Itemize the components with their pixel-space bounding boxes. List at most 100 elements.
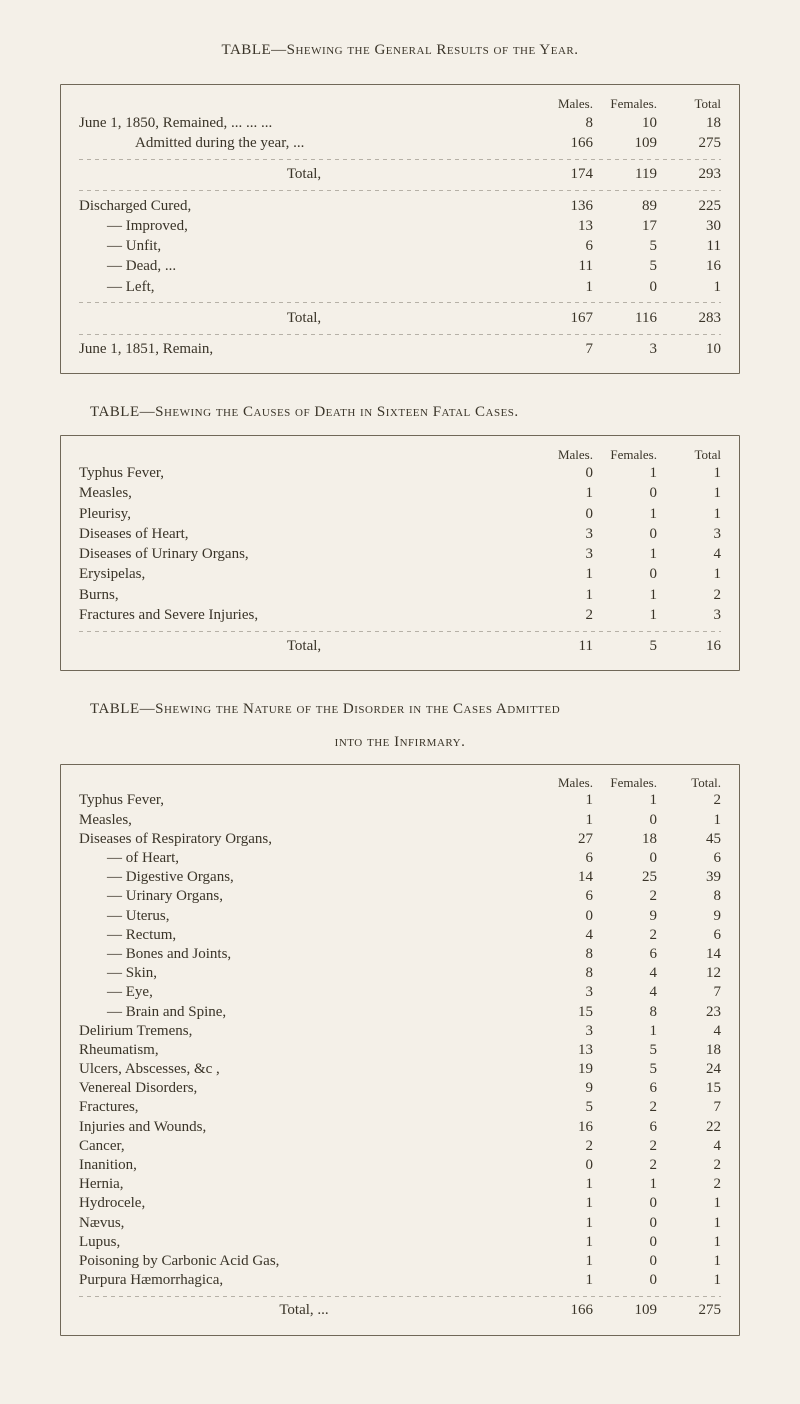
cell-total: 275 (657, 133, 721, 153)
table-row: Diseases of Heart,303 (79, 524, 721, 544)
table1-subtotal2: Total, 167 116 283 (79, 308, 721, 328)
cell-males: 3 (529, 544, 593, 564)
row-label: Measles, (79, 483, 529, 503)
row-label: Hydrocele, (79, 1194, 529, 1213)
cell-males: 1 (529, 585, 593, 605)
cell-females: 0 (593, 811, 657, 830)
cell-males: 8 (529, 945, 593, 964)
row-label: — Eye, (79, 983, 529, 1002)
cell-females: 4 (593, 964, 657, 983)
cell-males: 136 (529, 196, 593, 216)
cell-total: 39 (657, 868, 721, 887)
row-label: Total, (79, 164, 529, 184)
cell-males: 0 (529, 504, 593, 524)
cell-total: 2 (657, 585, 721, 605)
table-row: Ulcers, Abscesses, &c ,19524 (79, 1060, 721, 1079)
table-row: Lupus,101 (79, 1233, 721, 1252)
cell-total: 16 (657, 256, 721, 276)
cell-total: 7 (657, 1098, 721, 1117)
col-header-total: Total (657, 95, 721, 113)
cell-males: 1 (529, 277, 593, 297)
table-row: Typhus Fever,011 (79, 463, 721, 483)
cell-females: 2 (593, 1137, 657, 1156)
row-label: Ulcers, Abscesses, &c , (79, 1060, 529, 1079)
row-label: Lupus, (79, 1233, 529, 1252)
cell-females: 1 (593, 605, 657, 625)
table-row: — Bones and Joints,8614 (79, 945, 721, 964)
row-label: — Improved, (79, 216, 529, 236)
row-label: Total, ... (79, 1301, 529, 1320)
table3-col-headers: Males. Females. Total. (79, 775, 721, 792)
col-header-females: Females. (593, 95, 657, 113)
cell-males: 1 (529, 811, 593, 830)
cell-total: 6 (657, 849, 721, 868)
table-row: June 1, 1850, Remained, ... ... ...81018 (79, 113, 721, 133)
col-header-total: Total (657, 446, 721, 464)
cell-females: 1 (593, 504, 657, 524)
row-label: — Rectum, (79, 926, 529, 945)
cell-females: 1 (593, 463, 657, 483)
table-row: — Dead, ...11516 (79, 256, 721, 276)
cell-total: 4 (657, 1137, 721, 1156)
cell-males: 6 (529, 849, 593, 868)
row-label: Nævus, (79, 1214, 529, 1233)
row-label: Hernia, (79, 1175, 529, 1194)
table-row: Delirium Tremens,314 (79, 1022, 721, 1041)
cell-males: 27 (529, 830, 593, 849)
table-row: — Left,101 (79, 277, 721, 297)
table1-discharged-rows: Discharged Cured,13689225— Improved,1317… (79, 196, 721, 297)
cell-total: 2 (657, 1156, 721, 1175)
cell-females: 0 (593, 277, 657, 297)
cell-males: 3 (529, 1022, 593, 1041)
row-label: Discharged Cured, (79, 196, 529, 216)
cell-males: 13 (529, 216, 593, 236)
row-label: Pleurisy, (79, 504, 529, 524)
cell-males: 166 (529, 1301, 593, 1320)
cell-males: 2 (529, 605, 593, 625)
cell-males: 174 (529, 164, 593, 184)
cell-males: 0 (529, 463, 593, 483)
cell-males: 11 (529, 256, 593, 276)
divider (79, 627, 721, 634)
col-header-total: Total. (657, 775, 721, 792)
row-label: Diseases of Urinary Organs, (79, 544, 529, 564)
row-label: Typhus Fever, (79, 463, 529, 483)
cell-total: 283 (657, 308, 721, 328)
cell-males: 1 (529, 791, 593, 810)
cell-total: 12 (657, 964, 721, 983)
cell-males: 11 (529, 636, 593, 656)
cell-females: 0 (593, 1233, 657, 1252)
cell-total: 3 (657, 524, 721, 544)
row-label: Total, (79, 308, 529, 328)
cell-total: 14 (657, 945, 721, 964)
cell-males: 8 (529, 964, 593, 983)
row-label: — Uterus, (79, 907, 529, 926)
cell-total: 4 (657, 1022, 721, 1041)
cell-females: 0 (593, 1214, 657, 1233)
cell-total: 11 (657, 236, 721, 256)
table-row: — Brain and Spine,15823 (79, 1003, 721, 1022)
cell-total: 8 (657, 887, 721, 906)
cell-females: 2 (593, 1156, 657, 1175)
table-row: Hernia,112 (79, 1175, 721, 1194)
row-label: Venereal Disorders, (79, 1079, 529, 1098)
table-row: — Digestive Organs,142539 (79, 868, 721, 887)
cell-total: 1 (657, 1194, 721, 1213)
cell-females: 6 (593, 1118, 657, 1137)
row-label: Fractures and Severe Injuries, (79, 605, 529, 625)
row-label: Erysipelas, (79, 564, 529, 584)
row-label: Typhus Fever, (79, 791, 529, 810)
row-label: Purpura Hæmorrhagica, (79, 1271, 529, 1290)
cell-total: 30 (657, 216, 721, 236)
row-label: Inanition, (79, 1156, 529, 1175)
divider (79, 1292, 721, 1299)
row-label: — Urinary Organs, (79, 887, 529, 906)
table1-remain: June 1, 1851, Remain, 7 3 10 (79, 339, 721, 359)
col-header-females: Females. (593, 775, 657, 792)
table2-rows: Typhus Fever,011Measles,101Pleurisy,011D… (79, 463, 721, 625)
row-label: — Bones and Joints, (79, 945, 529, 964)
divider (79, 299, 721, 306)
cell-females: 18 (593, 830, 657, 849)
row-label: Burns, (79, 585, 529, 605)
table2-title: TABLE—Shewing the Causes of Death in Six… (90, 402, 710, 422)
